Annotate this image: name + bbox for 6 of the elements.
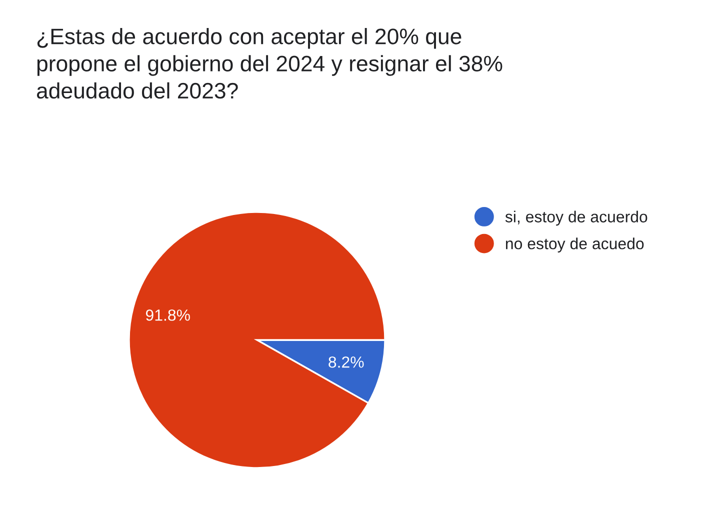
pie-slice: [128, 211, 386, 469]
legend-label: si, estoy de acuerdo: [505, 210, 648, 226]
chart-title: ¿Estas de acuerdo con aceptar el 20% que propone el gobierno del 2024 y resignar el 38% adeudado del 2023?: [36, 28, 502, 99]
data-label: 91.8%: [146, 310, 190, 321]
data-label: 8.2%: [328, 356, 364, 368]
legend-label: no estoy de acuedo: [506, 238, 644, 252]
